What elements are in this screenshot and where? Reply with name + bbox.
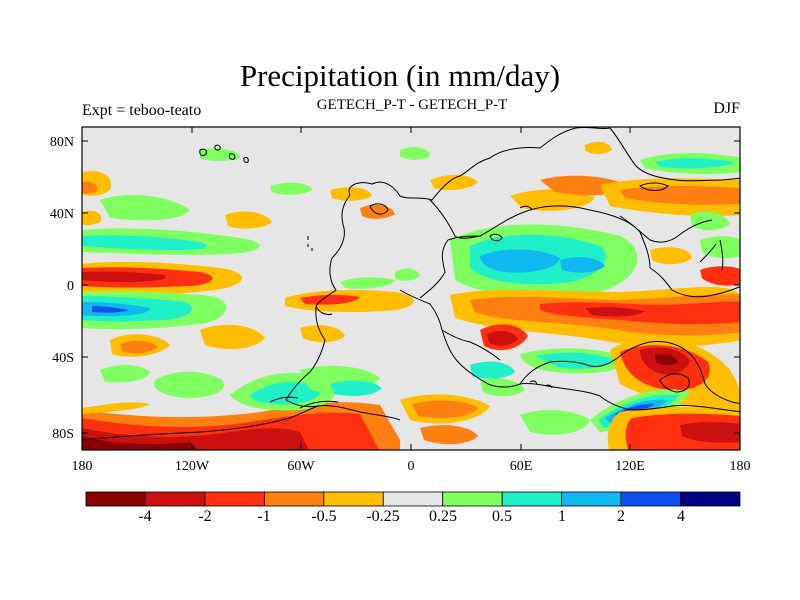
colorbar-swatch <box>263 491 325 507</box>
axis-ticks <box>81 127 741 450</box>
anomaly-patch <box>330 187 372 201</box>
colorbar-swatch <box>680 491 741 507</box>
colorbar-label: -1 <box>257 508 271 525</box>
colorbar-swatch <box>561 491 622 507</box>
anomaly-patch <box>100 195 190 221</box>
anomaly-patch <box>300 294 360 305</box>
colorbar-label: 4 <box>677 508 685 525</box>
anomaly-patch <box>560 257 605 273</box>
anomaly-patch <box>430 174 478 190</box>
anomaly-patch <box>82 235 208 250</box>
experiment-label: Expt = teboo-teato <box>82 102 202 119</box>
anomaly-patch <box>200 324 265 350</box>
anomaly-patch <box>535 352 615 369</box>
anomaly-patch <box>680 421 740 443</box>
colorbar <box>85 491 741 507</box>
anomaly-patch <box>360 204 395 219</box>
anomaly-patch <box>412 400 478 418</box>
anomaly-patch <box>520 409 590 435</box>
anomaly-patch <box>655 353 678 365</box>
colorbar-label: 0.25 <box>429 508 457 525</box>
colorbar-label: -4 <box>138 508 152 525</box>
colorbar-label: -0.5 <box>311 508 337 525</box>
x-tick-label: 120W <box>175 459 210 474</box>
anomaly-patch <box>700 236 740 259</box>
anomaly-patch <box>480 249 560 273</box>
colorbar-swatch <box>323 491 384 507</box>
anomaly-patch <box>650 247 692 265</box>
colorbar-swatch <box>442 491 503 507</box>
season-label: DJF <box>713 100 740 117</box>
anomaly-patch <box>225 211 272 229</box>
anomaly-patch <box>82 181 98 194</box>
dataset-label: GETECH_P-T - GETECH_P-T <box>316 97 508 113</box>
y-tick-label: 40N <box>50 207 74 222</box>
anomaly-patch <box>395 268 420 281</box>
precip-anomaly-field <box>82 141 740 450</box>
anomaly-patch <box>690 211 730 231</box>
anomaly-patch <box>340 277 395 289</box>
anomaly-patch <box>100 364 150 383</box>
colorbar-swatch <box>85 491 146 507</box>
anomaly-patch <box>82 402 150 414</box>
colorbar-swatch <box>620 491 681 507</box>
anomaly-patch <box>82 271 166 282</box>
anomaly-patch <box>470 361 515 379</box>
y-tick-label: 80S <box>52 427 74 442</box>
anomaly-patch <box>585 307 645 317</box>
anomaly-patch <box>585 141 612 155</box>
colorbar-label: -2 <box>198 508 212 525</box>
anomaly-patch <box>120 340 158 354</box>
colorbar-label: -0.25 <box>366 508 400 525</box>
colorbar-label: 1 <box>558 508 566 525</box>
colorbar-swatch <box>382 491 444 507</box>
anomaly-patch <box>270 182 312 195</box>
anomaly-patch <box>400 147 430 160</box>
x-tick-label: 0 <box>408 459 415 474</box>
coastlines <box>82 127 740 441</box>
colorbar-swatch <box>501 491 563 507</box>
x-tick-label: 60E <box>510 459 533 474</box>
colorbar-swatch <box>145 491 206 507</box>
y-tick-label: 40S <box>52 351 74 366</box>
y-tick-label: 80N <box>50 135 74 150</box>
colorbar-swatch <box>204 491 265 507</box>
anomaly-patch <box>82 210 102 226</box>
anomaly-patch <box>487 330 518 346</box>
anomaly-patch <box>420 425 478 445</box>
y-tick-label: 0 <box>67 279 74 294</box>
anomaly-patch <box>700 266 740 286</box>
map-title: Precipitation (in mm/day) <box>239 58 561 93</box>
anomaly-patch <box>250 381 320 404</box>
anomaly-patch <box>92 306 128 313</box>
anomaly-patch <box>655 158 735 169</box>
anomaly-patch <box>154 371 224 398</box>
x-tick-label: 180 <box>730 459 751 474</box>
anomaly-patch <box>510 189 595 211</box>
anomaly-patch <box>620 186 740 205</box>
colorbar-label: 0.5 <box>492 508 512 525</box>
x-tick-label: 180 <box>72 459 93 474</box>
x-tick-label: 120E <box>615 459 645 474</box>
colorbar-label: 2 <box>617 508 625 525</box>
anomaly-patch <box>82 436 198 450</box>
anomaly-patch <box>330 380 382 396</box>
anomaly-patch <box>300 325 345 343</box>
x-tick-label: 60W <box>287 459 315 474</box>
